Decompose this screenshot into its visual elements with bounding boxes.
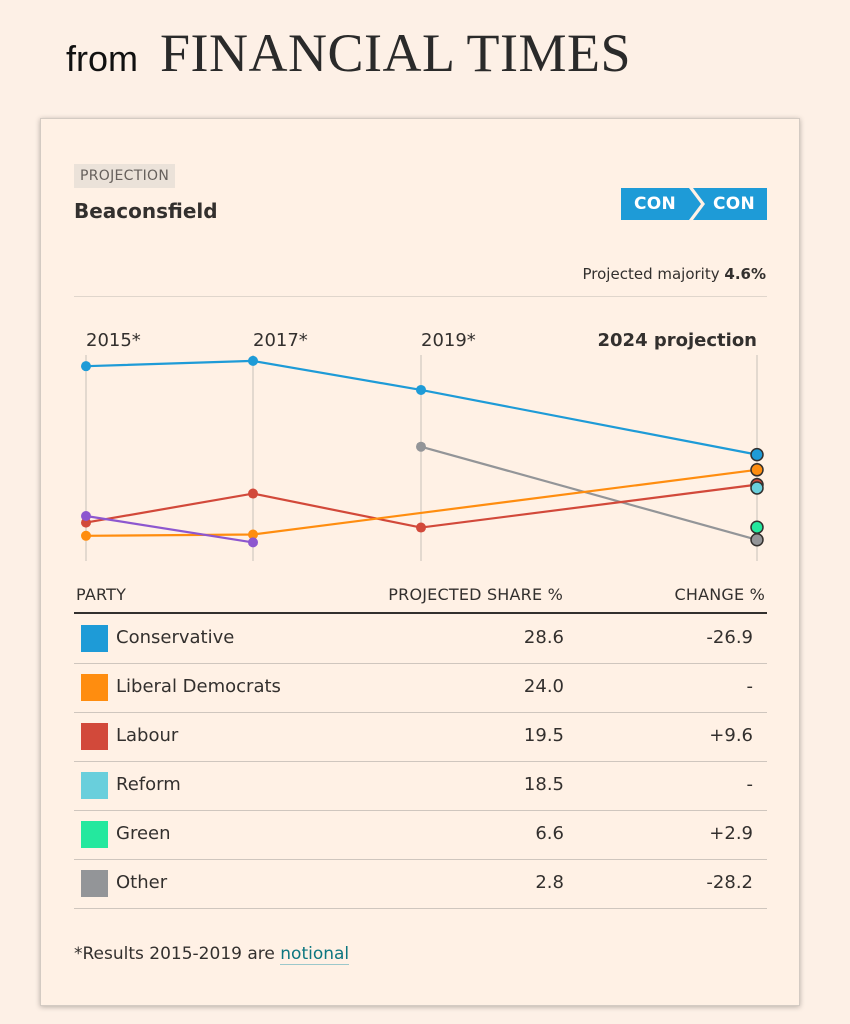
divider [74,296,767,297]
table-row: Liberal Democrats 24.0 - [74,663,767,713]
share-change: - [746,774,754,795]
share-change: -28.2 [706,872,753,893]
data-point-ukip [248,537,258,548]
projected-share: 28.6 [523,627,564,648]
col-header-change: CHANGE % [674,585,765,604]
series-line-conservative [85,359,758,456]
table-row: Green 6.6 +2.9 [74,810,767,860]
year-label: 2015* [86,330,141,351]
party-name: Green [116,823,171,844]
table-row: Labour 19.5 +9.6 [74,712,767,762]
data-point-ukip [81,511,91,521]
share-change: - [746,676,754,697]
footnote-text: *Results 2015-2019 are [74,944,275,964]
year-label: 2019* [421,330,476,351]
party-swatch [81,674,108,701]
col-header-party: PARTY [76,585,127,604]
projected-share: 24.0 [523,676,564,697]
source-prefix: from [66,38,138,79]
data-point-liberal-democrats [248,529,258,540]
party-name: Conservative [116,627,235,648]
table-row: Reform 18.5 - [74,761,767,811]
publisher-wordmark: FINANCIAL TIMES [160,23,632,83]
majority-label: Projected majority [582,265,720,283]
data-point-conservative [248,355,258,366]
data-point-other [750,533,764,547]
party-name: Liberal Democrats [116,676,281,697]
projected-share: 19.5 [523,725,564,746]
data-point-reform [750,481,764,495]
source-credit: from FINANCIAL TIMES [66,22,631,84]
data-point-conservative [750,447,764,462]
badge-to-shape [693,188,767,220]
series-points [81,355,764,548]
projected-share: 18.5 [523,774,564,795]
data-point-green [750,520,764,534]
vote-share-chart: 2015* 2017* 2019* 2024 projection [81,330,764,561]
year-label: 2017* [253,330,308,351]
share-change: -26.9 [706,627,753,648]
party-name: Reform [116,774,181,795]
data-point-liberal-democrats [81,530,91,541]
seat-change-badge: CON CON [621,188,767,220]
data-point-labour [248,488,258,499]
share-change: +9.6 [709,725,753,746]
share-change: +2.9 [709,823,753,844]
year-labels: 2015* 2017* 2019* 2024 projection [86,330,757,351]
party-swatch [81,772,108,799]
data-point-liberal-democrats [750,463,764,477]
party-swatch [81,821,108,848]
party-swatch [81,723,108,750]
party-name: Other [116,872,168,893]
table-row: Conservative 28.6 -26.9 [74,614,767,664]
series-line-labour [85,483,758,529]
notional-link[interactable]: notional [280,944,350,965]
majority-value: 4.6% [724,265,766,283]
projected-share: 6.6 [535,823,564,844]
projection-tag: PROJECTION [74,164,176,188]
data-point-conservative [81,361,91,372]
table-header-rule [74,612,767,614]
party-swatch [81,870,108,897]
footnote: *Results 2015-2019 are notional [74,944,350,965]
table-row: Other 2.8 -28.2 [74,859,767,909]
projected-majority: Projected majority 4.6% [583,265,766,283]
party-swatch [81,625,108,652]
series-line-other [420,445,758,541]
badge-to-label: CON [713,194,756,214]
series-line-ukip [85,514,254,544]
projected-share: 2.8 [535,872,564,893]
constituency-title: Beaconsfield [74,199,218,223]
badge-from-label: CON [634,194,677,214]
badge-shape [621,188,767,220]
data-point-labour [416,522,426,533]
data-point-conservative [416,384,426,395]
data-point-other [416,441,426,452]
projection-card: PROJECTION Beaconsfield CON CON Projecte… [40,118,800,1006]
party-name: Labour [116,725,179,746]
year-label: 2024 projection [598,330,758,351]
col-header-share: PROJECTED SHARE % [388,585,563,604]
badge-from-shape [621,188,701,220]
